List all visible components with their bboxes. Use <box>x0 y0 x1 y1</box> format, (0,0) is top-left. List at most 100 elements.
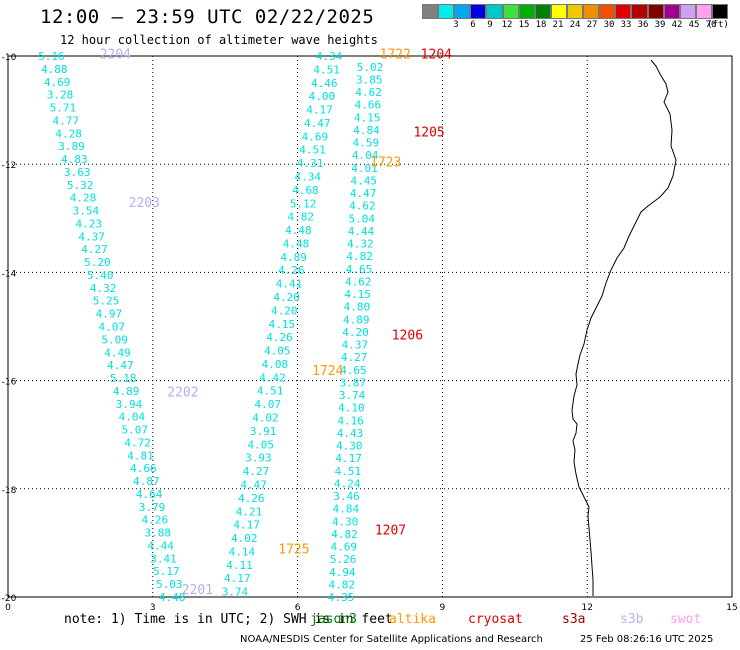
wave-height-value: 4.05 <box>247 438 274 451</box>
wave-height-value: 4.35 <box>328 591 355 604</box>
legend-label: 9 <box>487 20 493 30</box>
y-tick-label: -20 <box>2 594 17 604</box>
legend-swatch <box>711 4 729 19</box>
legend-swatch <box>631 4 648 19</box>
y-tick-label: -12 <box>2 161 17 171</box>
legend-label: 36 <box>637 20 649 30</box>
wave-height-value: 4.37 <box>342 339 369 352</box>
wave-height-value: 4.14 <box>229 545 256 558</box>
legend-unit: (ft) <box>707 20 729 30</box>
wave-height-value: 4.69 <box>44 76 71 89</box>
x-tick-label: 9 <box>440 603 446 613</box>
wave-height-value: 4.17 <box>306 104 333 117</box>
wave-height-value: 4.16 <box>337 414 364 427</box>
satellite-cryosat: cryosat <box>468 612 523 627</box>
wave-height-value: 4.83 <box>61 153 88 166</box>
wave-height-value: 4.77 <box>53 114 80 127</box>
pass-label: 1204 <box>421 47 452 62</box>
legend-swatch <box>695 4 712 19</box>
wave-height-value: 4.66 <box>355 99 382 112</box>
wave-height-value: 3.54 <box>73 205 100 218</box>
wave-height-value: 3.46 <box>333 490 360 503</box>
y-tick-label: -10 <box>2 53 17 63</box>
wave-height-value: 4.07 <box>255 398 282 411</box>
wave-height-value: 5.32 <box>67 179 94 192</box>
wave-height-value: 4.69 <box>331 541 358 554</box>
wave-height-value: 4.00 <box>309 90 336 103</box>
satellite-s3a: s3a <box>562 612 586 627</box>
wave-height-value: 4.32 <box>347 238 374 251</box>
wave-height-value: 4.49 <box>104 346 131 359</box>
wave-height-value: 4.47 <box>350 187 377 200</box>
wave-height-value: 5.26 <box>330 553 357 566</box>
satellite-s3b: s3b <box>620 612 644 627</box>
wave-height-value: 4.47 <box>107 359 134 372</box>
legend-label: 24 <box>569 20 581 30</box>
pass-label: 2204 <box>100 47 131 62</box>
wave-height-value: 4.45 <box>351 174 378 187</box>
legend-label: 30 <box>603 20 615 30</box>
legend-swatch <box>615 4 632 19</box>
satellite-jason3: jason3 <box>310 612 357 627</box>
wave-height-value: 4.26 <box>266 331 293 344</box>
wave-height-value: 4.48 <box>159 591 186 604</box>
wave-height-value: 3.41 <box>150 552 177 565</box>
satellite-legend: jason3 altika cryosat s3a s3b swot <box>0 612 740 630</box>
wave-height-value: 3.74 <box>339 389 366 402</box>
map-frame <box>7 55 733 598</box>
wave-height-value: 5.16 <box>38 50 65 63</box>
wave-height-value: 4.46 <box>311 77 338 90</box>
wave-height-value: 4.37 <box>78 230 105 243</box>
pass-label: 2201 <box>182 583 213 598</box>
legend-swatch <box>454 4 471 19</box>
legend-swatch <box>583 4 600 19</box>
wave-height-value: 5.18 <box>110 372 137 385</box>
coastline <box>571 59 677 596</box>
legend-swatch <box>502 4 519 19</box>
wave-height-value: 5.04 <box>348 212 375 225</box>
wave-height-value: 4.43 <box>337 427 364 440</box>
wave-height-value: 4.41 <box>276 278 303 291</box>
wave-height-value: 4.51 <box>313 63 340 76</box>
wave-height-value: 4.23 <box>76 217 103 230</box>
pass-label: 2203 <box>129 196 160 211</box>
wave-height-value: 3.74 <box>222 586 249 599</box>
legend-swatch <box>422 4 439 19</box>
wave-height-value: 4.64 <box>136 488 163 501</box>
footer-note: note: 1) Time is in UTC; 2) SWH is in fe… <box>64 612 393 627</box>
wave-height-value: 4.30 <box>332 515 359 528</box>
axis-labels: 0 3 6 9 12 15 -10 -12 -14 -16 -18 -20 <box>2 53 738 613</box>
wave-height-value: 3.89 <box>58 140 85 153</box>
legend-swatch <box>647 4 664 19</box>
wave-height-value: 4.48 <box>283 237 310 250</box>
wave-height-value: 4.89 <box>343 313 370 326</box>
wave-height-value: 4.51 <box>257 385 284 398</box>
wave-height-value: 4.51 <box>299 144 326 157</box>
wave-height-value: 4.02 <box>252 412 279 425</box>
legend-label: 27 <box>586 20 598 30</box>
wave-height-value: 4.30 <box>336 440 363 453</box>
generation-timestamp: 25 Feb 08:26:16 UTC 2025 <box>580 634 714 645</box>
wave-height-value: 4.15 <box>269 318 296 331</box>
wave-height-value: 4.28 <box>70 192 97 205</box>
legend-label: 42 <box>671 20 683 30</box>
wave-height-value: 4.80 <box>344 301 371 314</box>
legend-label: 18 <box>535 20 547 30</box>
wave-height-value: 3.28 <box>47 89 74 102</box>
legend-labels: 3 6 9 12 15 18 21 24 27 30 33 36 39 42 45 70 (ft) <box>422 19 729 33</box>
wave-height-value: 4.88 <box>41 63 68 76</box>
wave-height-value: 4.82 <box>331 528 358 541</box>
wave-height-value: 4.17 <box>224 572 251 585</box>
wave-height-value: 4.84 <box>353 124 380 137</box>
wave-height-value: 3.79 <box>139 501 166 514</box>
wave-height-value: 4.05 <box>264 345 291 358</box>
wave-height-value: 4.47 <box>304 117 331 130</box>
wave-height-value: 4.15 <box>354 111 381 124</box>
wave-height-value: 4.11 <box>226 559 253 572</box>
wave-height-value: 4.81 <box>127 449 154 462</box>
wave-height-value: 4.82 <box>287 211 314 224</box>
pass-label: 1205 <box>413 126 444 141</box>
chart-title: 12:00 – 23:59 UTC 02/22/2025 <box>40 6 375 28</box>
wave-height-value: 4.68 <box>292 184 319 197</box>
